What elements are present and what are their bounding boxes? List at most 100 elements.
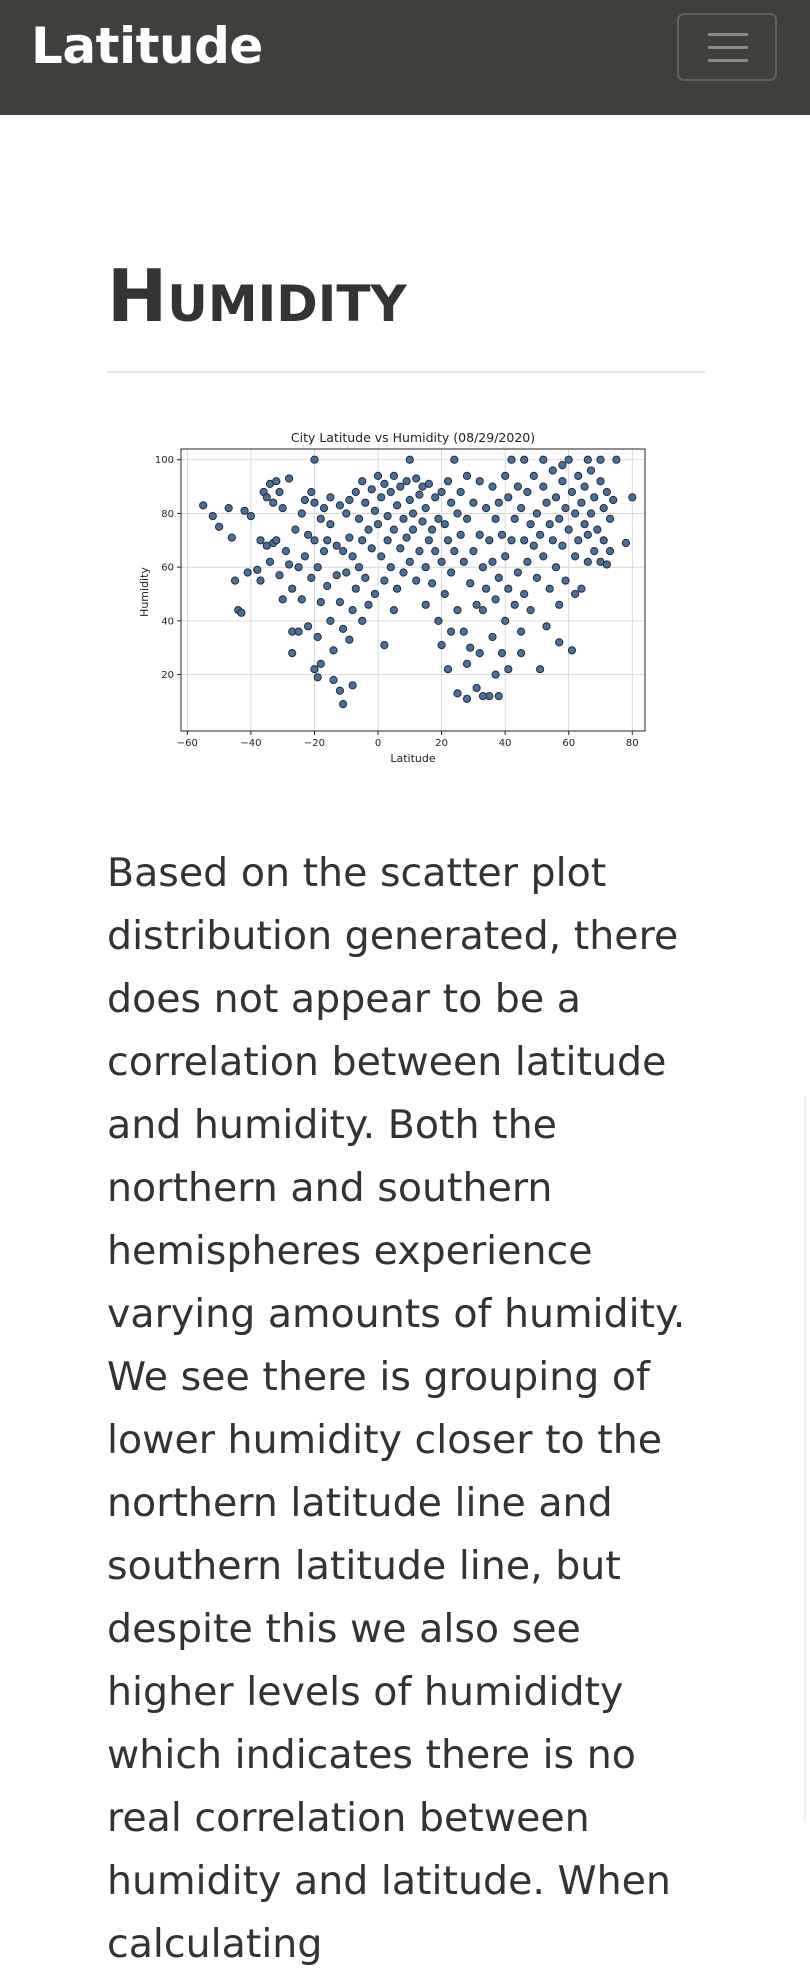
scatter-point <box>450 547 459 556</box>
scatter-point <box>526 606 535 615</box>
scatter-point <box>339 547 348 556</box>
scatter-point <box>497 530 507 540</box>
scatter-point <box>323 536 332 545</box>
scatter-point <box>437 557 446 566</box>
scatter-point <box>377 493 386 502</box>
plot-frame <box>180 448 646 732</box>
page-title: Humidity <box>107 254 407 338</box>
scatter-point <box>335 598 344 607</box>
scatter-point <box>313 673 322 682</box>
scatter-point <box>513 482 522 491</box>
scatter-point <box>354 514 364 523</box>
scatter-point <box>564 525 573 534</box>
scatter-point <box>580 520 589 529</box>
scatter-point <box>237 608 246 617</box>
scatter-point <box>354 563 364 572</box>
y-tick-label: 80 <box>161 509 174 520</box>
scatter-point <box>408 509 418 518</box>
scatter-point <box>456 487 465 497</box>
heading-divider <box>107 371 705 373</box>
scatter-point <box>532 509 541 518</box>
scatter-point <box>586 509 596 518</box>
scatter-point <box>501 616 510 625</box>
scatter-point <box>275 571 284 580</box>
scatter-point <box>399 514 408 523</box>
scatter-point <box>478 606 487 615</box>
scatter-point <box>628 493 637 502</box>
scatter-point <box>599 536 608 545</box>
scatter-point <box>269 498 278 507</box>
scatter-point <box>539 552 548 561</box>
scatter-point <box>583 455 592 464</box>
scatter-point <box>421 600 430 609</box>
scatter-point <box>342 568 351 577</box>
navbar-toggle-button[interactable] <box>677 13 777 81</box>
scatter-point <box>517 504 526 513</box>
scatter-point <box>440 520 449 529</box>
scatter-point <box>377 552 386 561</box>
scrollbar-track[interactable] <box>804 1095 806 1822</box>
scatter-point <box>450 455 459 464</box>
scatter-point <box>300 552 309 561</box>
scatter-point <box>351 487 360 497</box>
scatter-point <box>396 482 405 491</box>
scatter-point <box>555 514 564 523</box>
scatter-point <box>443 477 453 486</box>
scatter-point <box>564 455 573 464</box>
scatter-point <box>278 595 287 604</box>
scatter-point <box>507 536 516 545</box>
scatter-point <box>285 474 294 483</box>
x-tick-label: −60 <box>177 738 198 749</box>
scatter-point <box>431 547 440 556</box>
scatter-point <box>253 565 262 574</box>
scatter-point <box>488 632 497 642</box>
scatter-point <box>389 525 398 534</box>
top-navbar: Latitude <box>0 0 810 115</box>
scatter-plot-svg: City Latitude vs Humidity (08/29/2020) −… <box>138 430 646 765</box>
scatter-point <box>326 616 335 625</box>
scatter-point <box>389 606 398 615</box>
y-tick-label: 100 <box>155 455 174 466</box>
scatter-point <box>466 643 475 652</box>
scatter-point <box>348 606 357 615</box>
scatter-point <box>462 471 472 481</box>
x-tick-label: 40 <box>499 738 512 749</box>
scatter-point <box>424 479 433 489</box>
scatter-point <box>288 584 297 593</box>
scatter-point <box>437 641 446 650</box>
scatter-point <box>482 504 491 513</box>
scatter-point <box>246 512 256 521</box>
scatter-point <box>412 576 421 585</box>
scatter-point <box>300 495 309 505</box>
scatter-point <box>517 649 526 658</box>
scatter-point <box>294 563 303 572</box>
scatter-point <box>551 493 561 502</box>
scatter-point <box>421 504 430 513</box>
scatter-point <box>459 627 468 636</box>
scatter-point <box>478 692 487 701</box>
scatter-point <box>367 544 376 553</box>
scatter-point <box>501 471 510 481</box>
scatter-point <box>361 573 370 582</box>
navbar-brand[interactable]: Latitude <box>31 17 263 75</box>
scatter-point <box>326 493 335 502</box>
scatter-point <box>339 700 348 709</box>
scatter-point <box>577 584 586 593</box>
scatter-point <box>358 616 367 625</box>
scatter-point <box>230 576 240 585</box>
scatter-point <box>475 649 484 658</box>
scatter-point <box>364 600 373 609</box>
scatter-point <box>459 557 468 566</box>
scatter-point <box>332 571 341 580</box>
scatter-point <box>513 568 522 577</box>
scatter-point <box>310 498 319 507</box>
scatter-point <box>304 622 313 631</box>
scatter-point <box>571 552 580 561</box>
scatter-point <box>462 659 472 668</box>
scatter-point <box>494 573 503 582</box>
scatter-point <box>256 576 265 585</box>
scatter-point <box>431 493 440 502</box>
scatter-point <box>335 686 344 695</box>
scatter-point <box>370 589 379 599</box>
chart-points <box>199 455 637 709</box>
